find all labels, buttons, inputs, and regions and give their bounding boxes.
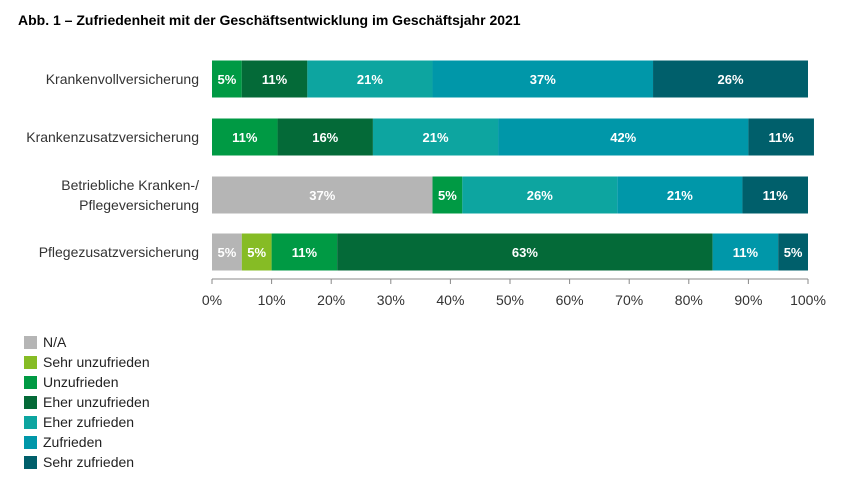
legend-label: Eher zufrieden xyxy=(43,414,135,430)
data-label: 63% xyxy=(512,245,538,260)
bar-segment xyxy=(212,233,242,271)
data-label: 11% xyxy=(763,188,789,203)
data-label: 5% xyxy=(218,72,237,87)
legend-label: Sehr zufrieden xyxy=(43,454,135,470)
x-tick-label: 20% xyxy=(317,292,345,308)
data-label: 5% xyxy=(438,188,457,203)
category-label: Krankenvollversicherung xyxy=(46,71,199,87)
legend-label: N/A xyxy=(43,334,67,350)
x-tick-label: 10% xyxy=(258,292,286,308)
bar-segment xyxy=(742,176,808,214)
legend-item: Sehr unzufrieden xyxy=(24,352,150,372)
bar-segment xyxy=(498,118,749,156)
legend-swatch xyxy=(24,355,37,369)
bar-segment xyxy=(337,233,713,271)
x-tick-label: 50% xyxy=(496,292,524,308)
legend-swatch xyxy=(24,335,37,349)
legend-item: Sehr zufrieden xyxy=(24,452,150,472)
data-label: 42% xyxy=(610,130,636,145)
bar-segment xyxy=(462,176,618,214)
data-label: 11% xyxy=(292,245,318,260)
bar-segment xyxy=(432,60,654,98)
legend-item: Zufrieden xyxy=(24,432,150,452)
legend-swatch xyxy=(24,455,37,469)
legend-item: Eher zufrieden xyxy=(24,412,150,432)
data-label: 5% xyxy=(247,245,266,260)
bar-segment xyxy=(432,176,463,214)
data-label: 16% xyxy=(312,130,338,145)
legend-swatch xyxy=(24,435,37,449)
legend-item: Eher unzufrieden xyxy=(24,392,150,412)
legend-label: Sehr unzufrieden xyxy=(43,354,150,370)
data-label: 11% xyxy=(769,130,795,145)
legend-swatch xyxy=(24,395,37,409)
data-label: 21% xyxy=(357,72,383,87)
category-label: Krankenzusatzversicherung xyxy=(26,129,199,145)
bar-segment xyxy=(617,176,743,214)
x-tick-label: 60% xyxy=(556,292,584,308)
data-label: 21% xyxy=(422,130,448,145)
category-label: Betriebliche Kranken-/ xyxy=(61,177,199,193)
legend-swatch xyxy=(24,375,37,389)
x-tick-label: 0% xyxy=(202,292,222,308)
x-tick-label: 40% xyxy=(436,292,464,308)
bar-segment xyxy=(241,233,272,271)
data-label: 5% xyxy=(218,245,237,260)
data-label: 37% xyxy=(530,72,556,87)
data-label: 5% xyxy=(784,245,803,260)
bar-segment xyxy=(277,118,373,156)
legend-label: Eher unzufrieden xyxy=(43,394,150,410)
data-label: 37% xyxy=(309,188,335,203)
category-label: Pflegezusatzversicherung xyxy=(39,244,199,260)
bar-segment xyxy=(653,60,808,98)
x-tick-label: 100% xyxy=(790,292,826,308)
x-tick-label: 90% xyxy=(734,292,762,308)
data-label: 26% xyxy=(527,188,553,203)
data-label: 11% xyxy=(262,72,288,87)
bar-segment xyxy=(372,118,499,156)
bar-segment xyxy=(712,233,779,271)
bar-segment xyxy=(241,60,308,98)
x-tick-label: 70% xyxy=(615,292,643,308)
bar-segment xyxy=(212,176,433,214)
legend-label: Unzufrieden xyxy=(43,374,119,390)
bar-segment xyxy=(778,233,808,271)
data-label: 26% xyxy=(718,72,744,87)
legend-item: Unzufrieden xyxy=(24,372,150,392)
legend: N/A Sehr unzufrieden Unzufrieden Eher unzuf… xyxy=(24,332,150,472)
bar-segment xyxy=(748,118,814,156)
legend-swatch xyxy=(24,415,37,429)
data-label: 11% xyxy=(232,130,258,145)
chart-title: Abb. 1 – Zufriedenheit mit der Geschäfts… xyxy=(18,12,521,28)
x-tick-label: 80% xyxy=(675,292,703,308)
bar-segment xyxy=(212,118,278,156)
data-label: 21% xyxy=(667,188,693,203)
legend-label: Zufrieden xyxy=(43,434,103,450)
bar-segment xyxy=(307,60,433,98)
x-tick-label: 30% xyxy=(377,292,405,308)
category-label: Pflegeversicherung xyxy=(79,197,199,213)
data-label: 11% xyxy=(733,245,759,260)
bar-segment xyxy=(271,233,338,271)
stacked-bar-chart: Krankenvollversicherung Krankenzusatzvers… xyxy=(26,60,826,308)
legend-item: N/A xyxy=(24,332,150,352)
bar-segment xyxy=(212,60,242,98)
